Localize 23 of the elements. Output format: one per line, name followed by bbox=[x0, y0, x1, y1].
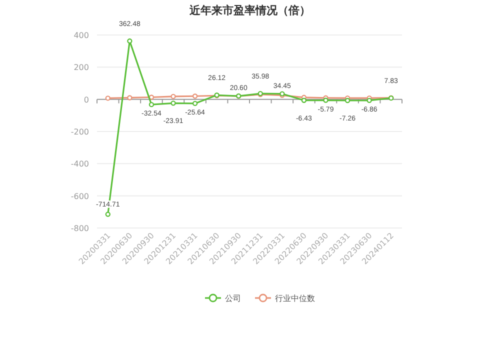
legend-label: 行业中位数 bbox=[275, 294, 315, 303]
y-tick-label: -400 bbox=[70, 160, 89, 169]
y-tick-label: 0 bbox=[84, 95, 89, 104]
point bbox=[192, 100, 198, 106]
y-tick-label: -600 bbox=[70, 192, 89, 201]
point bbox=[105, 212, 110, 217]
point bbox=[170, 100, 176, 106]
y-tick-label: 400 bbox=[74, 31, 89, 40]
point bbox=[105, 96, 110, 101]
legend-label: 公司 bbox=[225, 294, 241, 303]
point bbox=[192, 94, 198, 99]
point bbox=[344, 98, 350, 104]
point bbox=[148, 102, 154, 108]
point bbox=[170, 94, 176, 100]
point bbox=[323, 98, 328, 103]
y-tick-label: -200 bbox=[70, 128, 89, 136]
point bbox=[127, 95, 132, 100]
y-tick-label: 200 bbox=[74, 63, 89, 72]
chart-title: 近年来市盈率情况（倍） bbox=[188, 4, 310, 17]
point bbox=[127, 38, 132, 44]
point bbox=[366, 98, 372, 104]
y-tick-label: -800 bbox=[70, 224, 89, 233]
point bbox=[301, 98, 307, 103]
